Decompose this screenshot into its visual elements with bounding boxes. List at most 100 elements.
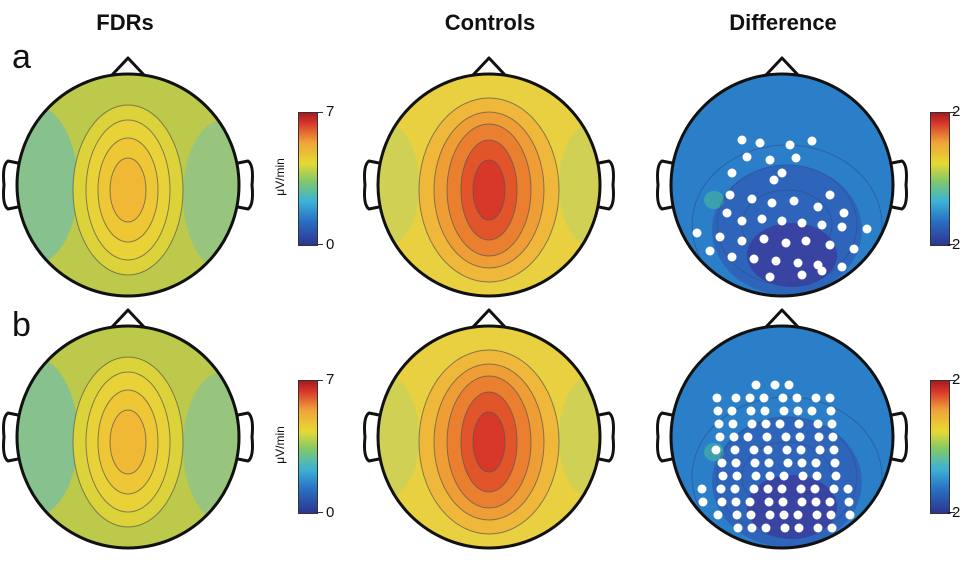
topomap-fdrs-b bbox=[2, 308, 254, 550]
significance-dot bbox=[789, 196, 799, 206]
significance-dot bbox=[742, 152, 752, 162]
significance-dot bbox=[801, 236, 811, 246]
significance-dot bbox=[730, 445, 740, 455]
significance-dot bbox=[828, 432, 838, 442]
significance-dot bbox=[747, 194, 757, 204]
significance-dot bbox=[765, 510, 775, 520]
significance-dot bbox=[844, 497, 854, 507]
significance-dot bbox=[813, 523, 823, 533]
colorbar-abs-b bbox=[298, 380, 318, 514]
ear-icon bbox=[598, 159, 615, 211]
head-outline bbox=[376, 324, 602, 550]
significance-dot bbox=[794, 419, 804, 429]
colorbar-diff-b bbox=[930, 380, 950, 514]
significance-dot bbox=[733, 523, 743, 533]
significance-dot bbox=[762, 432, 772, 442]
topomap-controls-a bbox=[363, 56, 615, 298]
ear-icon bbox=[2, 159, 19, 211]
significance-dot bbox=[749, 484, 759, 494]
significance-dot bbox=[796, 484, 806, 494]
head-outline bbox=[669, 72, 895, 298]
significance-dot bbox=[760, 406, 770, 416]
colorbar-abs-b-max: 7 bbox=[326, 371, 335, 388]
topomap-diff-a bbox=[656, 56, 908, 298]
significance-dot bbox=[737, 236, 747, 246]
significance-dot bbox=[727, 406, 737, 416]
significance-dot bbox=[749, 445, 759, 455]
significance-dot bbox=[793, 258, 803, 268]
significance-dot bbox=[750, 458, 760, 468]
significance-dot bbox=[784, 380, 794, 390]
significance-dot bbox=[782, 445, 792, 455]
significance-dot bbox=[814, 432, 824, 442]
row-label-b: b bbox=[12, 306, 31, 344]
significance-dot bbox=[777, 484, 787, 494]
significance-dot bbox=[716, 484, 726, 494]
significance-dot bbox=[718, 471, 728, 481]
nose-icon bbox=[764, 56, 800, 77]
significance-dot bbox=[791, 153, 801, 163]
significance-dot bbox=[747, 419, 757, 429]
significance-dot bbox=[717, 458, 727, 468]
significance-dot bbox=[697, 484, 707, 494]
significance-dot bbox=[722, 208, 732, 218]
significance-dot bbox=[810, 484, 820, 494]
significance-dot bbox=[778, 393, 788, 403]
significance-dot bbox=[775, 419, 785, 429]
colorbar-abs-a-min: 0 bbox=[326, 236, 335, 253]
significance-dot bbox=[764, 497, 774, 507]
significance-dot bbox=[765, 272, 775, 282]
significance-dot bbox=[795, 432, 805, 442]
significance-dot bbox=[797, 270, 807, 280]
significance-dot bbox=[764, 458, 774, 468]
colorbar-diff-b-max: 2 bbox=[952, 371, 961, 388]
significance-dot bbox=[757, 214, 767, 224]
nose-icon bbox=[764, 308, 800, 329]
title-difference: Difference bbox=[729, 10, 837, 35]
title-controls: Controls bbox=[444, 10, 536, 35]
significance-dot bbox=[817, 266, 827, 276]
row-label-a: a bbox=[12, 38, 31, 76]
significance-dot bbox=[779, 510, 789, 520]
colorbar-diff-a-max: 2 bbox=[952, 103, 961, 120]
topomap-fdrs-a bbox=[2, 56, 254, 298]
significance-dot bbox=[737, 135, 747, 145]
colorbar-diff-b-min: -2 bbox=[947, 504, 961, 521]
significance-dot bbox=[825, 240, 835, 250]
nose-icon bbox=[471, 308, 507, 329]
nose-icon bbox=[471, 56, 507, 77]
significance-dot bbox=[797, 497, 807, 507]
significance-dot bbox=[765, 471, 775, 481]
significance-dot bbox=[727, 252, 737, 262]
colorbar-abs-a-max: 7 bbox=[326, 103, 335, 120]
head-outline bbox=[15, 324, 241, 550]
significance-dot bbox=[813, 202, 823, 212]
significance-dot bbox=[770, 380, 780, 390]
significance-dot bbox=[792, 393, 802, 403]
significance-dot bbox=[807, 406, 817, 416]
significance-dot bbox=[797, 458, 807, 468]
topomap-diff-b bbox=[656, 308, 908, 550]
ear-icon bbox=[363, 411, 380, 463]
significance-dot bbox=[761, 419, 771, 429]
significance-dot bbox=[813, 419, 823, 429]
significance-dot bbox=[825, 190, 835, 200]
ear-icon bbox=[891, 411, 908, 463]
significance-dot bbox=[746, 406, 756, 416]
colorbar-abs-a-unit: μV/min bbox=[273, 158, 287, 196]
significance-dot bbox=[731, 497, 741, 507]
colorbar-abs-b-unit: μV/min bbox=[273, 426, 287, 464]
nose-icon bbox=[110, 56, 146, 77]
significance-dot bbox=[785, 140, 795, 150]
significance-dot bbox=[749, 254, 759, 264]
significance-dot bbox=[812, 510, 822, 520]
significance-dot bbox=[779, 471, 789, 481]
significance-dot bbox=[711, 445, 721, 455]
significance-dot bbox=[827, 523, 837, 533]
significance-dot bbox=[763, 484, 773, 494]
significance-dot bbox=[811, 393, 821, 403]
significance-dot bbox=[759, 393, 769, 403]
significance-dot bbox=[728, 419, 738, 429]
nose-icon bbox=[110, 308, 146, 329]
significance-dot bbox=[812, 471, 822, 481]
